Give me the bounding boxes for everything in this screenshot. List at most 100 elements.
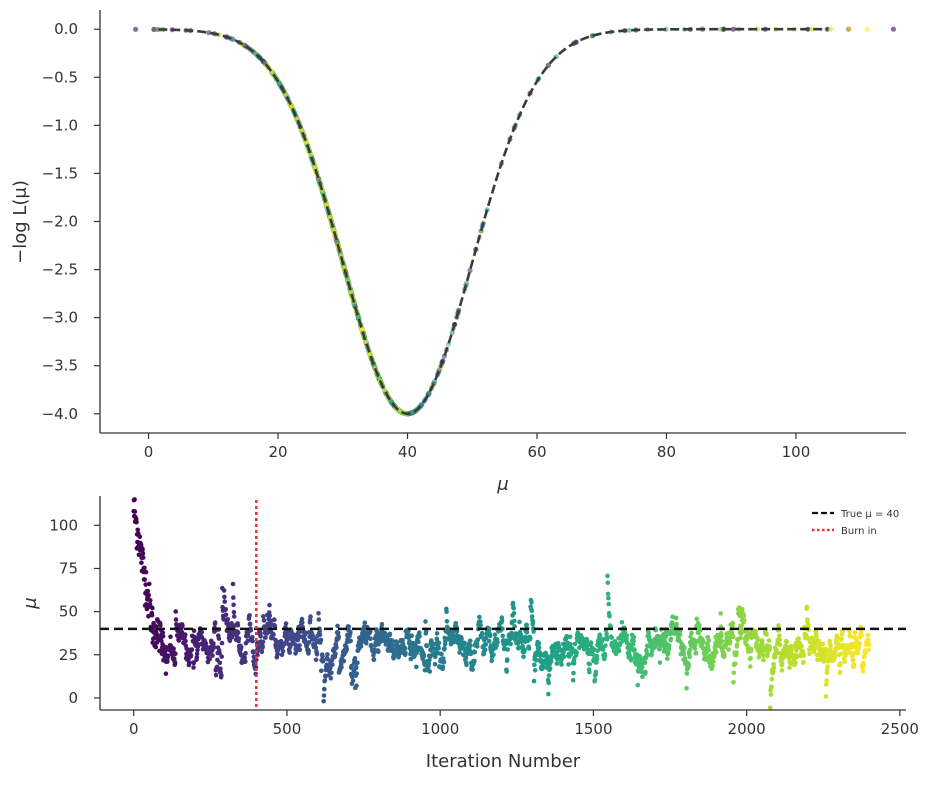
- trace-point: [499, 618, 505, 623]
- trace-point: [275, 651, 281, 657]
- top-y-tick-label: −3.5: [42, 357, 78, 375]
- trace-point: [531, 678, 537, 684]
- trace-point: [440, 664, 446, 670]
- trace-point: [348, 638, 354, 644]
- trace-point: [149, 612, 155, 618]
- trace-point: [212, 620, 218, 625]
- trace-point: [344, 647, 350, 652]
- trace-point: [140, 551, 146, 556]
- trace-point: [597, 632, 603, 638]
- trace-point: [635, 682, 641, 688]
- trace-point: [682, 656, 688, 661]
- trace-point: [369, 643, 375, 648]
- trace-point: [166, 653, 171, 658]
- trace-point: [417, 633, 422, 639]
- bottom-y-tick-label: 100: [49, 516, 78, 534]
- trace-point: [160, 630, 166, 635]
- trace-point: [624, 633, 630, 638]
- trace-point: [132, 509, 138, 514]
- trace-point: [194, 651, 200, 656]
- likelihood-point: [467, 267, 473, 274]
- trace-point: [462, 641, 468, 647]
- trace-point: [323, 674, 328, 679]
- trace-point: [510, 600, 516, 606]
- trace-point: [741, 613, 747, 618]
- trace-point: [148, 598, 153, 603]
- trace-point: [432, 661, 438, 667]
- trace-point: [668, 631, 673, 636]
- trace-point: [346, 624, 352, 630]
- trace-point: [235, 630, 241, 635]
- trace-point: [229, 621, 234, 626]
- trace-point: [333, 651, 338, 657]
- trace-point: [825, 664, 830, 669]
- trace-point: [532, 662, 537, 667]
- bottom-x-tick-label: 2000: [728, 720, 766, 738]
- trace-point: [142, 577, 147, 582]
- trace-point: [866, 637, 871, 643]
- trace-point: [267, 602, 272, 608]
- trace-point: [694, 616, 699, 622]
- trace-point: [472, 658, 477, 664]
- trace-point: [771, 668, 776, 674]
- trace-point: [495, 639, 500, 645]
- trace-point: [603, 643, 608, 648]
- likelihood-point: [864, 26, 870, 32]
- trace-point: [600, 646, 606, 652]
- trace-point: [536, 640, 542, 646]
- trace-point: [517, 619, 522, 625]
- trace-point: [319, 668, 324, 674]
- trace-point: [168, 634, 173, 640]
- trace-point: [483, 636, 489, 641]
- top-y-tick-label: −0.5: [42, 68, 78, 86]
- trace-point: [592, 677, 598, 683]
- trace-point: [423, 619, 428, 624]
- trace-point: [697, 623, 702, 628]
- trace-point: [354, 671, 360, 676]
- trace-point: [504, 669, 510, 674]
- trace-point: [587, 661, 592, 667]
- trace-point: [492, 632, 498, 637]
- trace-point: [706, 648, 711, 653]
- trace-point: [452, 639, 457, 645]
- trace-point: [509, 630, 514, 636]
- trace-point: [199, 630, 204, 635]
- trace-point: [242, 655, 247, 661]
- trace-point: [414, 664, 419, 670]
- trace-point: [454, 629, 460, 634]
- trace-point: [613, 651, 619, 657]
- trace-point: [140, 547, 145, 553]
- top-y-tick-label: −4.0: [42, 405, 78, 423]
- trace-point: [165, 659, 170, 664]
- top-y-tick-label: −3.0: [42, 309, 78, 327]
- trace-point: [738, 635, 743, 641]
- trace-point: [272, 617, 277, 622]
- trace-point: [194, 654, 200, 660]
- trace-point: [861, 662, 866, 668]
- trace-point: [387, 631, 393, 637]
- top-y-tick-label: −1.5: [42, 164, 78, 182]
- trace-point: [219, 654, 224, 659]
- top-y-ticks: 0.0 −0.5 −1.0 −1.5 −2.0 −2.5 −3.0 −3.5 −4.0: [42, 20, 100, 423]
- trace-point: [339, 664, 344, 670]
- trace-point: [733, 661, 738, 667]
- trace-point: [218, 666, 223, 672]
- trace-point: [267, 613, 273, 619]
- trace-point: [777, 642, 783, 647]
- trace-point: [546, 691, 551, 697]
- trace-point: [191, 665, 196, 670]
- trace-point: [336, 634, 342, 639]
- trace-point: [136, 552, 142, 558]
- trace-point: [217, 660, 223, 666]
- trace-point: [737, 613, 742, 618]
- trace-point: [172, 660, 178, 666]
- trace-point: [211, 641, 216, 646]
- trace-point: [219, 672, 224, 678]
- trace-point: [842, 659, 847, 664]
- trace-point: [657, 660, 663, 665]
- trace-point: [838, 651, 843, 657]
- trace-point: [478, 623, 483, 628]
- trace-point: [475, 637, 481, 643]
- trace-point: [693, 650, 699, 656]
- trace-point: [566, 662, 571, 667]
